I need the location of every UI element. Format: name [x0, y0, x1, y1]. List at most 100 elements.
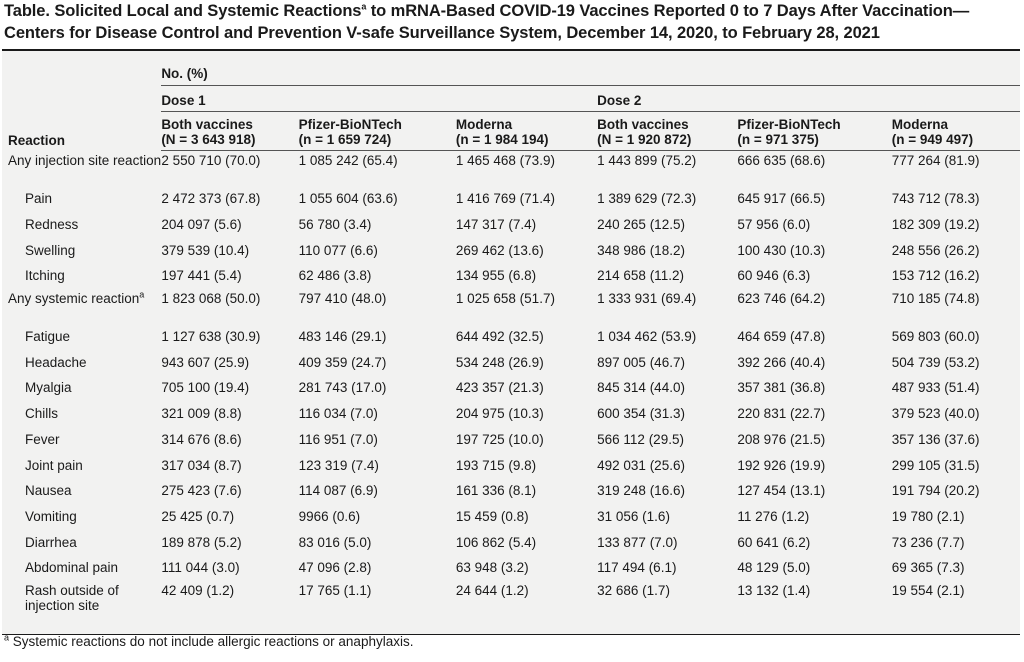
row-label-text: Rash outside of injection site: [25, 582, 119, 613]
table-cell: 710 185 (74.8): [891, 290, 980, 306]
table-row: Redness 204 097 (5.6) 56 780 (3.4) 147 317 …: [2, 212, 1020, 238]
table-cell: 281 743 (17.0): [298, 380, 387, 396]
table-cell: 83 016 (5.0): [298, 534, 372, 550]
footnote-mark: a: [4, 632, 10, 643]
table-cell: 31 056 (1.6): [597, 508, 670, 524]
table-cell: 423 357 (21.3): [455, 380, 544, 396]
title-text-rest: to mRNA-Based COVID-19 Vaccines Reported…: [4, 2, 970, 42]
column-header-name: Moderna: [455, 117, 513, 132]
table-cell: 392 266 (40.4): [737, 354, 826, 370]
table-cell: 117 494 (6.1): [597, 560, 677, 576]
column-header: Moderna (n = 949 497): [891, 111, 1020, 151]
table-cell: 123 319 (7.4): [298, 457, 379, 473]
table-cell: 534 248 (26.9): [455, 354, 544, 370]
row-label-text: Any systemic reaction: [8, 290, 140, 306]
column-header-name: Both vaccines: [597, 117, 689, 132]
table-cell: 63 948 (3.2): [455, 560, 529, 576]
row-label-text: Fever: [25, 431, 60, 447]
row-label: Any systemic reactiona: [2, 289, 161, 324]
row-label-text: Vomiting: [25, 508, 77, 524]
table-cell: 134 955 (6.8): [455, 268, 537, 284]
table-cell: 13 132 (1.4): [737, 582, 811, 598]
row-label-text: Redness: [25, 217, 79, 233]
table-cell: 161 336 (8.1): [455, 483, 537, 499]
table-cell: 645 917 (66.5): [737, 191, 826, 207]
row-label: Abdominal pain: [2, 555, 161, 581]
table-cell: 133 877 (7.0): [597, 534, 678, 550]
table-cell: 191 794 (20.2): [891, 483, 980, 499]
column-header: Pfizer-BioNTech (n = 1 659 724): [298, 111, 456, 151]
table-cell: 114 087 (6.9): [298, 483, 378, 499]
row-label: Rash outside of injection site: [2, 581, 161, 616]
table-cell: 623 746 (64.2): [737, 290, 826, 306]
column-header-n: (n = 971 375): [737, 132, 819, 147]
column-header: Both vaccines (N = 3 643 918): [161, 111, 299, 151]
table-cell: 32 686 (1.7): [597, 582, 670, 598]
table-cell: 379 523 (40.0): [891, 406, 980, 422]
row-label: Fever: [2, 427, 161, 453]
column-header-n: (n = 949 497): [891, 132, 974, 147]
table-cell: 182 309 (19.2): [891, 217, 980, 233]
footnote: a Systemic reactions do not include alle…: [4, 632, 414, 649]
table-cell: 644 492 (32.5): [455, 329, 544, 345]
table-cell: 1 416 769 (71.4): [455, 191, 555, 207]
reaction-column-header: Reaction: [8, 132, 66, 148]
table-cell: 127 454 (13.1): [737, 483, 826, 499]
table-row: Abdominal pain 111 044 (3.0) 47 096 (2.8) 6…: [2, 555, 1020, 581]
row-label: Headache: [2, 349, 161, 375]
table-cell: 116 951 (7.0): [298, 431, 378, 447]
row-label: Redness: [2, 212, 161, 238]
row-label-text: Fatigue: [25, 329, 71, 345]
table-row: Fever 314 676 (8.6) 116 951 (7.0) 197 725 (…: [2, 427, 1020, 453]
footnote-text: Systemic reactions do not include allerg…: [9, 634, 414, 649]
row-label: Swelling: [2, 237, 161, 263]
table-cell: 379 539 (10.4): [161, 242, 250, 258]
table-cell: 204 097 (5.6): [161, 217, 242, 233]
row-label-text: Chills: [25, 406, 59, 422]
table-cell: 57 956 (6.0): [737, 217, 811, 233]
column-header-n: (n = 1 984 194): [455, 132, 549, 147]
row-label-text: Headache: [25, 354, 87, 370]
table-cell: 73 236 (7.7): [891, 534, 965, 550]
table-cell: 1 333 931 (69.4): [597, 290, 697, 306]
column-header-n: (N = 3 643 918): [161, 132, 256, 147]
table-row: Joint pain 317 034 (8.7) 123 319 (7.4) 193 …: [2, 452, 1020, 478]
table-cell: 15 459 (0.8): [455, 508, 529, 524]
table-row: Fatigue 1 127 638 (30.9) 483 146 (29.1) 644…: [2, 324, 1020, 350]
table-cell: 25 425 (0.7): [161, 508, 235, 524]
table-cell: 600 354 (31.3): [597, 406, 685, 422]
table-cell: 777 264 (81.9): [891, 153, 980, 168]
table-title: Table. Solicited Local and Systemic Reac…: [4, 0, 1020, 44]
table-cell: 487 933 (51.4): [891, 380, 980, 396]
table-cell: 1 055 604 (63.6): [298, 191, 398, 207]
table-cell: 1 025 658 (51.7): [455, 290, 555, 306]
column-header: Both vaccines (N = 1 920 872): [597, 111, 738, 151]
table-cell: 111 044 (3.0): [161, 560, 240, 576]
row-label: Fatigue: [2, 324, 161, 350]
row-label-footnote-mark: a: [139, 289, 145, 300]
table-cell: 321 009 (8.8): [161, 406, 242, 422]
row-label-text: Nausea: [25, 483, 72, 499]
column-header-name: Pfizer-BioNTech: [737, 117, 841, 132]
reactions-table: Reaction No. (%) Dose 1 Dose 2 Both vacc…: [2, 51, 1020, 616]
column-header: Moderna (n = 1 984 194): [455, 111, 598, 151]
table-cell: 110 077 (6.6): [298, 242, 378, 258]
table-cell: 357 381 (36.8): [737, 380, 826, 396]
no-pct-header: No. (%): [161, 51, 1020, 86]
table-cell: 1 085 242 (65.4): [298, 153, 398, 168]
row-label: Itching: [2, 263, 161, 289]
table-cell: 19 780 (2.1): [891, 508, 965, 524]
row-label: Chills: [2, 401, 161, 427]
table-cell: 11 276 (1.2): [737, 508, 810, 524]
table-cell: 208 976 (21.5): [737, 431, 826, 447]
table-cell: 220 831 (22.7): [737, 406, 826, 422]
row-label-text: Any injection site reaction: [8, 152, 162, 168]
table-cell: 248 556 (26.2): [891, 242, 980, 258]
table-cell: 56 780 (3.4): [298, 217, 372, 233]
row-label: Pain: [2, 186, 161, 212]
table-cell: 197 441 (5.4): [161, 268, 242, 284]
table-cell: 24 644 (1.2): [455, 582, 529, 598]
table-cell: 492 031 (25.6): [597, 457, 685, 473]
column-header-name: Pfizer-BioNTech: [298, 117, 402, 132]
table-cell: 116 034 (7.0): [298, 406, 378, 422]
